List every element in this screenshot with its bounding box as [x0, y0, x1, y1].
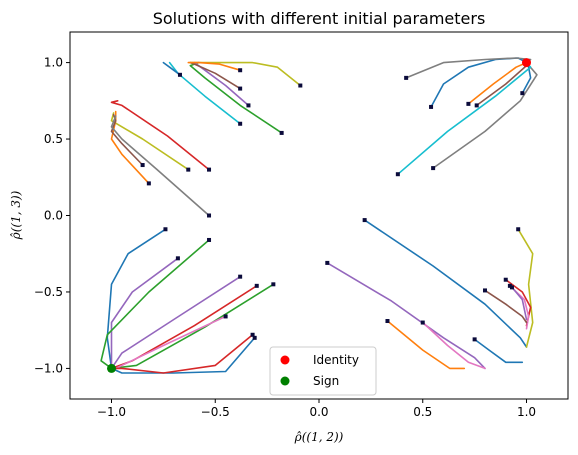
trajectory-line — [467, 61, 528, 105]
trajectory-line — [110, 336, 256, 374]
start-marker — [254, 283, 259, 288]
trajectory-line — [484, 289, 528, 324]
start-marker — [238, 68, 243, 73]
start-marker — [246, 103, 251, 108]
start-marker — [271, 282, 276, 287]
start-marker — [385, 319, 390, 324]
trajectory-line — [363, 219, 528, 348]
start-marker — [252, 335, 257, 340]
start-marker — [250, 332, 255, 337]
x-axis: −1.0 −0.5 0.0 0.5 1.0 — [97, 399, 536, 419]
legend-label-identity: Identity — [313, 353, 359, 367]
trajectory-line — [110, 333, 254, 374]
trajectory-line — [110, 115, 210, 217]
x-tick-label: 1.0 — [517, 405, 536, 419]
trajectory-line — [432, 61, 538, 169]
start-marker — [279, 130, 284, 135]
start-marker — [175, 256, 180, 261]
start-marker — [298, 83, 303, 88]
legend-frame — [269, 346, 377, 396]
y-tick-label: −0.5 — [34, 285, 63, 299]
start-markers — [140, 68, 525, 342]
y-tick-label: 0.5 — [44, 132, 63, 146]
start-marker — [362, 218, 367, 223]
y-tick-label: 0.0 — [44, 209, 63, 223]
start-marker — [177, 72, 182, 77]
start-marker — [395, 172, 400, 177]
start-marker — [223, 314, 228, 319]
start-marker — [420, 320, 425, 325]
trajectory-line — [110, 100, 210, 171]
legend-marker-sign — [280, 376, 290, 386]
start-marker — [472, 337, 477, 342]
trajectory-line — [189, 61, 283, 134]
trajectory-line — [386, 320, 466, 370]
start-marker — [186, 167, 191, 172]
start-marker — [431, 166, 436, 171]
trajectory-line — [168, 61, 241, 125]
trajectory-line — [106, 228, 167, 370]
legend: Identity Sign — [269, 346, 377, 396]
endpoint-marker-identity — [522, 58, 531, 68]
trajectory-line — [162, 61, 181, 76]
trajectory-line — [517, 228, 534, 348]
start-marker — [474, 103, 479, 108]
start-marker — [207, 167, 212, 172]
trajectory-line — [100, 239, 210, 370]
start-marker — [207, 237, 212, 242]
y-tick-label: 1.0 — [44, 56, 63, 70]
trajectory-line — [187, 61, 241, 71]
chart-title: Solutions with different initial paramet… — [153, 9, 486, 28]
y-axis-label: ρ̂((1, 3)) — [9, 190, 23, 240]
x-tick-label: 0.0 — [309, 405, 328, 419]
x-tick-label: 0.5 — [413, 405, 432, 419]
start-marker — [520, 91, 525, 96]
start-marker — [140, 163, 145, 168]
start-marker — [404, 75, 409, 80]
trajectory-line — [511, 286, 528, 321]
x-axis-label: ρ̂((1, 2)) — [294, 430, 344, 444]
start-marker — [163, 227, 168, 232]
start-marker — [146, 181, 151, 186]
start-marker — [509, 285, 514, 290]
trajectory-line — [110, 275, 241, 370]
start-marker — [507, 283, 512, 288]
y-tick-label: −1.0 — [34, 361, 63, 375]
start-marker — [429, 104, 434, 109]
start-marker — [238, 274, 243, 279]
endpoint-marker-sign — [107, 363, 116, 373]
legend-label-sign: Sign — [313, 374, 339, 388]
start-marker — [483, 288, 487, 293]
x-tick-label: −1.0 — [97, 405, 126, 419]
legend-marker-identity — [280, 355, 290, 365]
trajectory-line — [421, 321, 486, 370]
trajectory-line — [189, 61, 302, 87]
start-marker — [238, 121, 243, 126]
start-marker — [325, 260, 330, 265]
x-tick-label: −0.5 — [201, 405, 230, 419]
trajectory-line — [110, 112, 190, 171]
start-marker — [516, 227, 521, 232]
start-marker — [466, 101, 471, 106]
start-marker — [503, 277, 508, 282]
trajectories — [100, 57, 538, 374]
trajectory-line — [110, 283, 275, 370]
y-axis: −1.0 −0.5 0.0 0.5 1.0 — [34, 56, 70, 375]
trajectory-line — [326, 262, 486, 370]
start-marker — [207, 213, 212, 218]
endpoint-markers — [107, 58, 531, 373]
start-marker — [238, 86, 243, 91]
trajectory-line — [110, 257, 179, 370]
trajectory-line — [473, 338, 524, 364]
